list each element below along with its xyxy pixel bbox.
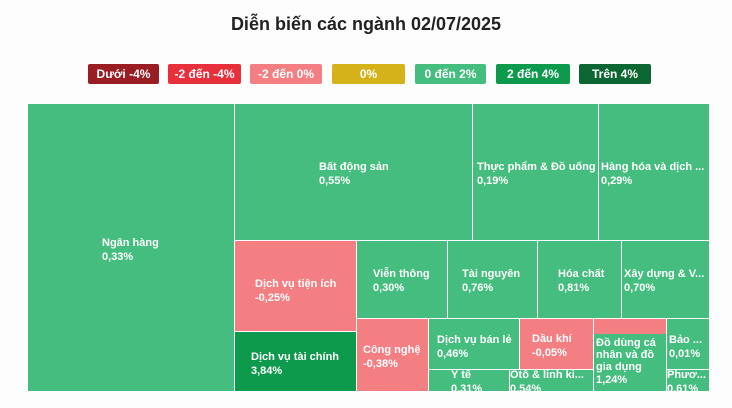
legend-item[interactable]: Dưới -4% <box>88 64 159 84</box>
treemap: Ngân hàng 0,33% Bất động sản 0,55% Thực phẩm… <box>28 104 710 392</box>
treemap-tile[interactable]: Viễn thông 0,30% <box>357 241 448 319</box>
tile-value: 0,31% <box>451 383 483 392</box>
tile-name: Xây dựng & V... <box>624 268 705 280</box>
legend-item[interactable]: -2 đến -4% <box>168 64 241 84</box>
tile-name: Đồ dùng cá nhân và đồ gia dụng <box>596 337 656 373</box>
tile-value: 0,76% <box>462 282 494 294</box>
tile-label: Thực phẩm & Đồ uống 0,19% <box>477 160 597 188</box>
treemap-tile[interactable]: Ngân hàng 0,33% <box>28 104 235 392</box>
legend-item[interactable]: 0 đến 2% <box>415 64 486 84</box>
tile-label: Bất động sản 0,55% <box>319 160 469 188</box>
tile-name: Dịch vụ tiện ích <box>255 278 337 290</box>
legend-item[interactable]: Trên 4% <box>579 64 651 84</box>
tile-label: Đồ dùng cá nhân và đồ gia dụng 1,24% <box>596 337 666 387</box>
legend-item[interactable]: 2 đến 4% <box>496 64 570 84</box>
tile-label: Hóa chất 0,81% <box>558 267 621 295</box>
treemap-tile[interactable]: Phươ... 0,61% <box>667 370 710 392</box>
tile-value: 0,81% <box>558 282 590 294</box>
tile-label: Ngân hàng 0,33% <box>102 236 232 264</box>
tile-value: 0,61% <box>667 383 699 392</box>
tile-name: Ngân hàng <box>102 237 159 249</box>
treemap-tile[interactable]: Dịch vụ bán lẻ 0,46% <box>429 319 520 370</box>
chart-title: Diễn biến các ngành 02/07/2025 <box>230 14 502 34</box>
tile-label: Tài nguyên 0,76% <box>462 267 537 295</box>
tile-label: Hàng hóa và dịch ... 0,29% <box>601 160 709 188</box>
tile-label: Ôtô & linh ki... 0,54% <box>510 370 593 392</box>
tile-value: 1,24% <box>596 374 628 386</box>
legend-item[interactable]: 0% <box>332 64 405 84</box>
treemap-tile[interactable]: Dầu khí -0,05% <box>520 319 594 370</box>
tile-name: Dầu khí <box>532 333 572 345</box>
tile-label: Viễn thông 0,30% <box>373 267 447 295</box>
tile-label: Công nghệ -0,38% <box>363 343 428 371</box>
tile-label: Dịch vụ tiện ích -0,25% <box>255 277 355 305</box>
tile-name: Ôtô & linh ki... <box>510 370 584 381</box>
tile-value: 0,19% <box>477 175 509 187</box>
treemap-tile[interactable]: Dịch vụ tài chính 3,84% <box>235 332 357 392</box>
tile-name: Y tế <box>451 370 471 381</box>
tile-label: Y tế 0,31% <box>451 370 509 392</box>
tile-name: Bảo ... <box>669 334 703 346</box>
tile-name: Bất động sản <box>319 161 389 173</box>
legend: Dưới -4% -2 đến -4% -2 đến 0% 0% 0 đến 2% 2 đ… <box>0 64 732 86</box>
tile-label: Bảo ... 0,01% <box>669 333 709 361</box>
tile-name: Tài nguyên <box>462 268 521 280</box>
tile-value: 0,46% <box>437 348 469 360</box>
treemap-tile[interactable]: Thực phẩm & Đồ uống 0,19% <box>473 104 599 241</box>
treemap-tile[interactable]: Công nghệ -0,38% <box>357 319 429 392</box>
treemap-tile[interactable]: Ôtô & linh ki... 0,54% <box>510 370 594 392</box>
tile-name: Thực phẩm & Đồ uống <box>477 161 596 173</box>
tile-value: -0,05% <box>532 347 567 359</box>
tile-label: Dịch vụ bán lẻ 0,46% <box>437 333 519 361</box>
tile-value: 0,30% <box>373 282 405 294</box>
tile-label: Dịch vụ tài chính 3,84% <box>251 350 355 378</box>
treemap-tile[interactable]: Dịch vụ tiện ích -0,25% <box>235 241 357 332</box>
tile-name: Hàng hóa và dịch ... <box>601 161 705 173</box>
tile-label: Xây dựng & V... 0,70% <box>624 267 709 295</box>
tile-value: 0,70% <box>624 282 656 294</box>
treemap-tile[interactable]: Hàng hóa và dịch ... 0,29% <box>599 104 710 241</box>
treemap-tile[interactable]: Hóa chất 0,81% <box>538 241 622 319</box>
treemap-tile[interactable]: Tài nguyên 0,76% <box>448 241 538 319</box>
tile-name: Dịch vụ tài chính <box>251 351 340 363</box>
tile-value: 0,54% <box>510 383 542 392</box>
treemap-tile[interactable]: Đồ dùng cá nhân và đồ gia dụng 1,24% <box>594 334 667 392</box>
tile-label: Dầu khí -0,05% <box>532 332 592 360</box>
tile-value: 3,84% <box>251 365 283 377</box>
treemap-tile[interactable]: Bất động sản 0,55% <box>235 104 473 241</box>
treemap-tile[interactable]: Bảo ... 0,01% <box>667 319 710 370</box>
legend-item[interactable]: -2 đến 0% <box>250 64 322 84</box>
tile-value: 0,33% <box>102 251 134 263</box>
tile-name: Viễn thông <box>373 268 430 280</box>
treemap-tile[interactable]: Xây dựng & V... 0,70% <box>622 241 710 319</box>
tile-value: 0,29% <box>601 175 633 187</box>
tile-name: Công nghệ <box>363 344 421 356</box>
tile-value: 0,01% <box>669 348 701 360</box>
tile-name: Hóa chất <box>558 268 605 280</box>
treemap-tile[interactable]: Y tế 0,31% <box>429 370 510 392</box>
tile-value: 0,55% <box>319 175 351 187</box>
tile-value: -0,25% <box>255 292 290 304</box>
tile-value: -0,38% <box>363 358 398 370</box>
tile-name: Phươ... <box>667 370 707 381</box>
tile-name: Dịch vụ bán lẻ <box>437 334 512 346</box>
tile-label: Phươ... 0,61% <box>667 370 709 392</box>
